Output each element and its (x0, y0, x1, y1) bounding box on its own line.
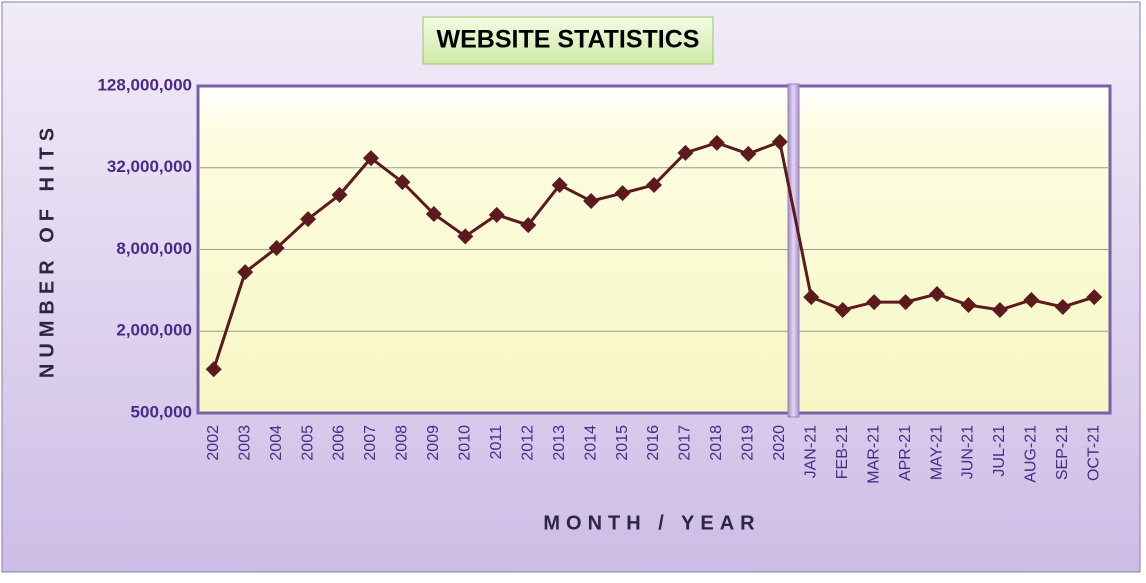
data-point (300, 211, 317, 228)
x-tick-label: 2012 (519, 425, 536, 461)
x-tick-label: 2007 (362, 425, 379, 461)
data-point (960, 297, 977, 314)
x-tick-label: 2020 (771, 425, 788, 461)
data-point (583, 193, 600, 210)
x-tick-label: 2016 (645, 425, 662, 461)
x-tick-label: 2011 (488, 425, 505, 460)
x-tick-label: 2002 (205, 425, 222, 461)
data-point (614, 185, 631, 202)
data-point (205, 361, 222, 378)
data-point (646, 176, 662, 193)
x-tick-label: JUN-21 (960, 425, 977, 479)
x-tick-label: MAR-21 (865, 425, 882, 484)
y-tick-label: 32,000,000 (107, 157, 192, 176)
x-axis-label: MONTH / YEAR (543, 512, 760, 534)
x-tick-label: 2014 (582, 425, 599, 461)
x-tick-label: 2013 (551, 425, 568, 461)
data-point (331, 186, 348, 203)
y-tick-label: 2,000,000 (116, 321, 192, 340)
x-tick-label: JAN-21 (802, 425, 819, 478)
x-tick-label: MAY-21 (928, 425, 945, 480)
x-tick-label: JUL-21 (991, 425, 1008, 477)
data-point (740, 145, 757, 162)
y-axis-label: NUMBER OF HITS (36, 122, 58, 378)
x-tick-label: 2010 (457, 425, 474, 461)
data-point (1054, 298, 1071, 315)
x-tick-label: 2018 (708, 425, 725, 461)
y-tick-label: 128,000,000 (97, 75, 192, 94)
data-point (488, 206, 505, 223)
x-tick-label: APR-21 (897, 425, 914, 481)
x-tick-label: 2009 (425, 425, 442, 461)
x-tick-label: 2005 (299, 425, 316, 461)
x-tick-label: 2008 (394, 425, 411, 461)
x-tick-label: FEB-21 (834, 425, 851, 479)
data-point (268, 240, 285, 257)
data-point (708, 134, 725, 151)
data-point (897, 294, 914, 311)
y-tick-label: 500,000 (131, 402, 192, 421)
x-tick-label: 2015 (614, 425, 631, 461)
x-tick-label: 2019 (740, 425, 757, 461)
data-point (929, 286, 946, 303)
data-point (991, 301, 1008, 318)
x-tick-label: SEP-21 (1054, 425, 1071, 480)
x-tick-label: 2004 (268, 425, 285, 461)
data-point (394, 174, 411, 191)
data-point (1086, 289, 1103, 306)
data-point (1023, 291, 1040, 308)
data-point (362, 150, 379, 167)
data-point (803, 289, 820, 306)
title-box (422, 16, 714, 65)
data-point (834, 301, 851, 318)
data-point (866, 294, 883, 311)
y-tick-label: 8,000,000 (116, 239, 192, 258)
data-point (457, 228, 474, 245)
x-tick-label: 2017 (677, 425, 694, 461)
chart-title: WEBSITE STATISTICS (437, 26, 700, 54)
data-point (551, 176, 568, 193)
data-point (237, 264, 254, 281)
data-point (771, 133, 788, 150)
x-tick-label: 2006 (331, 425, 348, 461)
data-point (425, 206, 442, 223)
x-tick-label: AUG-21 (1023, 425, 1040, 483)
data-point (677, 144, 694, 161)
x-tick-label: OCT-21 (1085, 425, 1102, 481)
data-point (520, 217, 537, 234)
x-tick-label: 2003 (236, 425, 253, 461)
divider (787, 83, 800, 418)
